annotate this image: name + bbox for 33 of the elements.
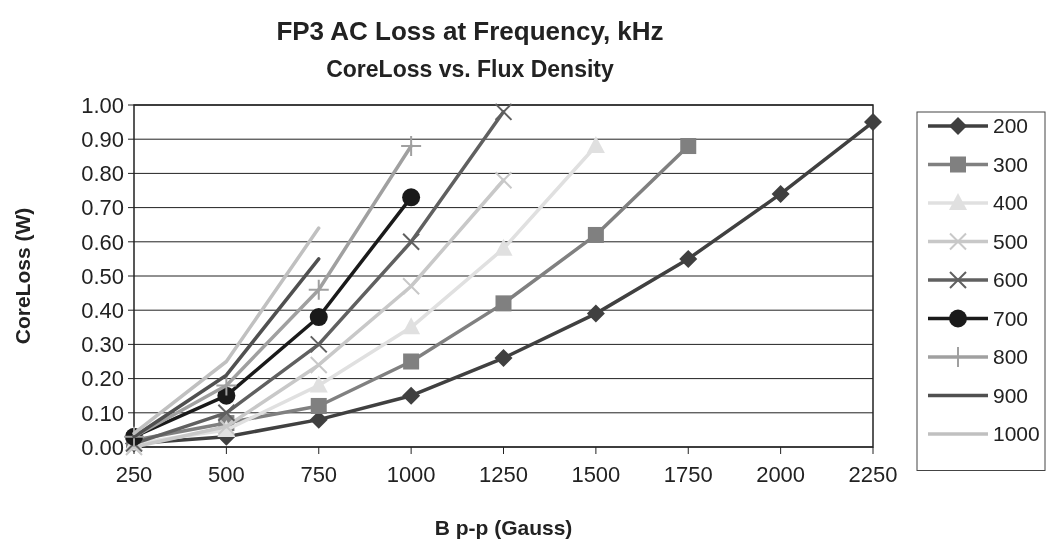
legend-label: 800 bbox=[993, 345, 1029, 369]
y-tick-label: 0.90 bbox=[81, 126, 124, 152]
legend-label: 700 bbox=[993, 306, 1029, 330]
legend-label: 900 bbox=[993, 383, 1029, 407]
x-tick-label: 250 bbox=[115, 462, 153, 487]
x-tick-label: 2250 bbox=[848, 462, 898, 487]
y-tick-label: 0.40 bbox=[81, 297, 124, 323]
x-tick-label: 1250 bbox=[479, 462, 528, 487]
x-tick-label: 750 bbox=[300, 462, 338, 487]
legend-label: 200 bbox=[993, 114, 1029, 138]
y-tick-label: 1.00 bbox=[81, 92, 124, 118]
chart-title: FP3 AC Loss at Frequency, kHz bbox=[276, 16, 664, 46]
y-tick-label: 0.70 bbox=[81, 195, 124, 221]
legend-label: 400 bbox=[993, 191, 1029, 215]
y-tick-label: 0.00 bbox=[81, 434, 124, 460]
legend-label: 1000 bbox=[993, 422, 1040, 446]
x-tick-label: 2000 bbox=[756, 462, 806, 487]
y-tick-label: 0.80 bbox=[81, 161, 124, 187]
y-tick-label: 0.50 bbox=[81, 263, 124, 289]
chart-subtitle: CoreLoss vs. Flux Density bbox=[326, 56, 614, 82]
y-axis-title: CoreLoss (W) bbox=[11, 207, 34, 345]
y-tick-label: 0.10 bbox=[81, 400, 124, 426]
legend-label: 500 bbox=[993, 229, 1029, 253]
legend-label: 600 bbox=[993, 268, 1029, 292]
x-tick-label: 500 bbox=[208, 462, 245, 487]
y-tick-label: 0.20 bbox=[81, 366, 124, 392]
x-tick-label: 1750 bbox=[663, 462, 713, 487]
x-tick-label: 1500 bbox=[571, 462, 621, 487]
x-tick-label: 1000 bbox=[386, 462, 436, 487]
x-axis-title: B p-p (Gauss) bbox=[434, 516, 573, 539]
y-tick-label: 0.30 bbox=[81, 332, 124, 358]
legend-label: 300 bbox=[993, 152, 1029, 176]
y-tick-label: 0.60 bbox=[81, 229, 124, 255]
